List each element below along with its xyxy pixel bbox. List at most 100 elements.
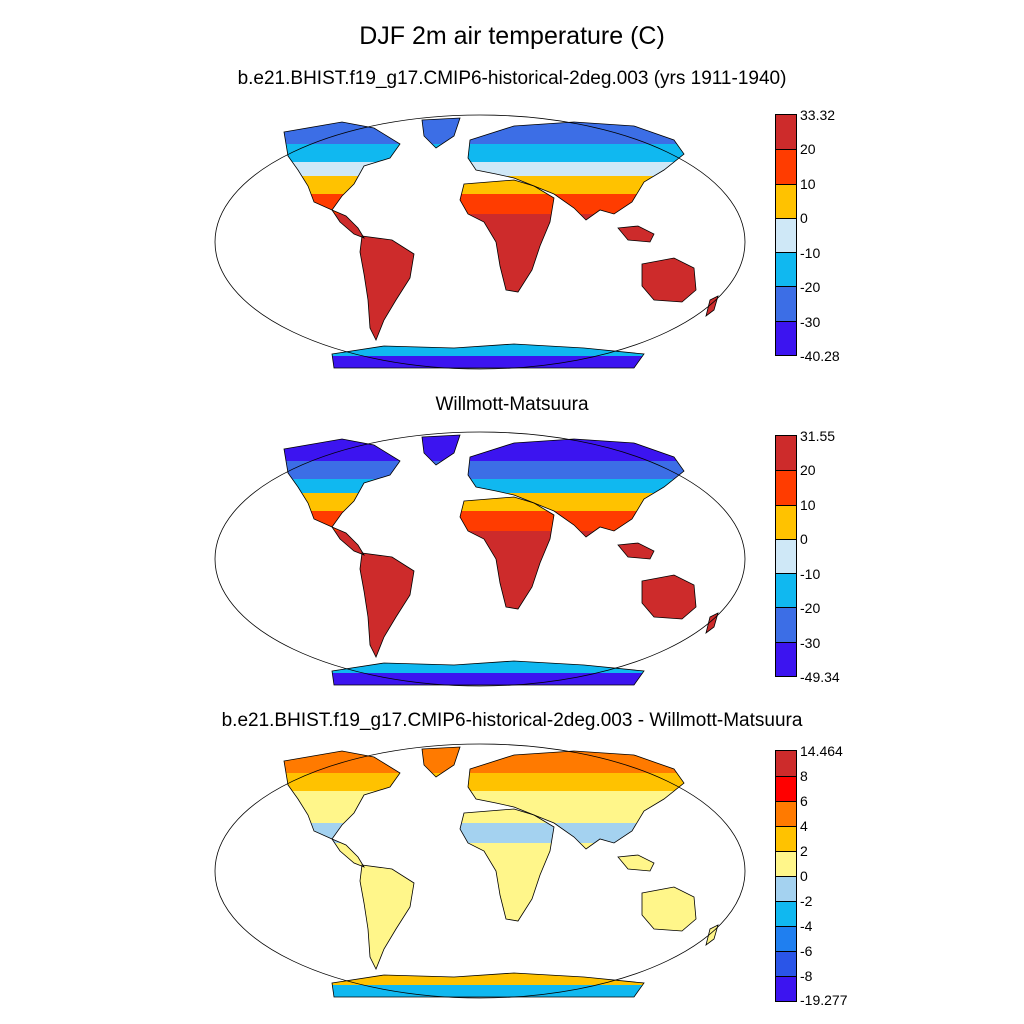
colorbar-segment (776, 436, 796, 471)
coastline (705, 295, 719, 317)
colorbar-label: 0 (800, 210, 808, 226)
colorbar-label: -10 (800, 245, 821, 261)
coastline (421, 117, 461, 149)
colorbar-label: -49.34 (800, 669, 840, 685)
coastline (359, 552, 415, 658)
panel-title-model: b.e21.BHIST.f19_g17.CMIP6-historical-2de… (237, 68, 787, 89)
coastline (283, 750, 401, 840)
climate-band-arctic (284, 435, 718, 461)
coastline (330, 526, 365, 556)
coastline (331, 972, 645, 998)
colorbar-segment (776, 573, 796, 608)
colorbar-segment (776, 751, 796, 776)
climate-band-boreal (284, 773, 718, 791)
coastline (331, 660, 645, 686)
coastline (617, 854, 655, 872)
coastline (283, 438, 401, 528)
colorbar-label: -4 (800, 918, 813, 934)
colorbar-label: 0 (800, 531, 808, 547)
colorbar-label: 8 (800, 768, 808, 784)
colorbar-label: 31.55 (800, 428, 836, 444)
colorbar-segment (776, 286, 796, 321)
coastline (641, 886, 697, 932)
coastline (617, 225, 655, 243)
colorbar-label: -20 (800, 600, 821, 616)
coastline (283, 121, 401, 211)
colorbar-obs (775, 435, 797, 677)
land-field (284, 118, 718, 368)
colorbar-label: -30 (800, 635, 821, 651)
colorbar-segment (776, 876, 796, 901)
climate-band-mild (284, 805, 718, 823)
colorbar-label: 14.464 (800, 743, 843, 759)
colorbar-label: -8 (800, 968, 813, 984)
climate-band-warm (284, 194, 718, 214)
colorbar-label: -40.28 (800, 348, 840, 364)
coastline (459, 179, 555, 293)
colorbar-label: 10 (800, 497, 816, 513)
colorbar-label: 20 (800, 462, 816, 478)
colorbar-label: -30 (800, 314, 821, 330)
climate-band-mild (284, 176, 718, 194)
colorbar-label: -6 (800, 943, 813, 959)
panel-title-obs: Willmott-Matsuura (435, 394, 589, 415)
coastline (467, 121, 685, 221)
climate-band-arctic (284, 747, 718, 773)
colorbar-label: 4 (800, 818, 808, 834)
colorbar-label: 33.32 (800, 107, 836, 123)
coastline (359, 235, 415, 341)
colorbar-label: 10 (800, 176, 816, 192)
map-diff (214, 743, 746, 999)
colorbar-segment (776, 801, 796, 826)
colorbar-segment (776, 115, 796, 150)
climate-band-hot (284, 843, 718, 971)
colorbar-segment (776, 776, 796, 801)
colorbar-segment (776, 504, 796, 539)
colorbar-label: 2 (800, 843, 808, 859)
colorbar-label: 20 (800, 141, 816, 157)
colorbar-segment (776, 901, 796, 926)
colorbar-segment (776, 470, 796, 505)
colorbar-segment (776, 217, 796, 253)
map-frame (214, 743, 746, 999)
colorbar-segment (776, 951, 796, 976)
coastline (705, 612, 719, 634)
colorbar-label: -10 (800, 566, 821, 582)
colorbar-label: 6 (800, 793, 808, 809)
map-obs (214, 431, 746, 687)
colorbar-model (775, 114, 797, 356)
climate-band-antarctic (284, 971, 718, 985)
colorbar-segment (776, 149, 796, 184)
coastline (459, 808, 555, 922)
coastline (467, 438, 685, 538)
climate-band-arctic (284, 118, 718, 144)
climate-band-hot (284, 531, 718, 659)
colorbar-segment (776, 976, 796, 1001)
coastline (421, 434, 461, 466)
coastline (705, 924, 719, 946)
climate-band-antarctic (284, 342, 718, 356)
climate-band-warm (284, 511, 718, 531)
climate-band-antarctic_inner (284, 673, 718, 685)
climate-band-antarctic_inner (284, 356, 718, 368)
climate-band-mild (284, 493, 718, 511)
colorbar-segment (776, 851, 796, 876)
land-field (284, 435, 718, 685)
colorbar-segment (776, 926, 796, 951)
colorbar-label: -20 (800, 279, 821, 295)
climate-band-hot (284, 214, 718, 342)
map-frame (214, 114, 746, 370)
land-field (284, 747, 718, 997)
colorbar-segment (776, 826, 796, 851)
map-frame (214, 431, 746, 687)
coastline (617, 542, 655, 560)
map-model (214, 114, 746, 370)
colorbar-segment (776, 538, 796, 574)
colorbar-label: -19.277 (800, 992, 848, 1008)
climate-band-boreal (284, 461, 718, 479)
coastline (330, 209, 365, 239)
coastline (331, 343, 645, 369)
climate-band-antarctic_inner (284, 985, 718, 997)
climate-band-antarctic (284, 659, 718, 673)
coastline (641, 574, 697, 620)
